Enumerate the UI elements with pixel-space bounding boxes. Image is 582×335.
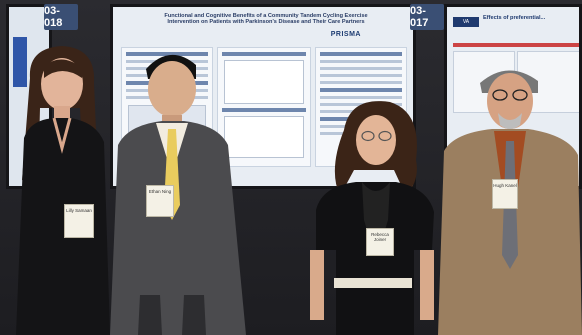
person-2: Ethan Ning: [100, 45, 260, 335]
person-1-figure: [16, 46, 110, 335]
poster-graphic: [13, 37, 27, 87]
person-3: Rebecca Joiner: [310, 100, 436, 335]
poster-right-logo: VA: [453, 17, 479, 27]
poster-logo: PRISMA: [330, 31, 361, 38]
name-badge-4: Hugh Kanel: [492, 179, 518, 209]
poster-title: Functional and Cognitive Benefits of a C…: [164, 13, 368, 26]
board-number-right: 03-017: [410, 4, 444, 30]
name-badge-1: Lilly Samaan: [64, 204, 94, 238]
person-1: Lilly Samaan: [10, 38, 120, 335]
person-2-figure: [110, 54, 246, 335]
poster-right-title: Effects of preferential...: [483, 15, 546, 21]
name-badge-3: Rebecca Joiner: [366, 228, 394, 256]
poster-column-middle: [217, 47, 311, 167]
person-4: Hugh Kanel: [438, 55, 582, 335]
board-number-left: 03-018: [44, 4, 78, 30]
person-3-figure: [310, 101, 434, 335]
poster-right-divider: [453, 43, 579, 47]
person-4-figure: [438, 70, 582, 335]
name-badge-2: Ethan Ning: [146, 185, 174, 217]
